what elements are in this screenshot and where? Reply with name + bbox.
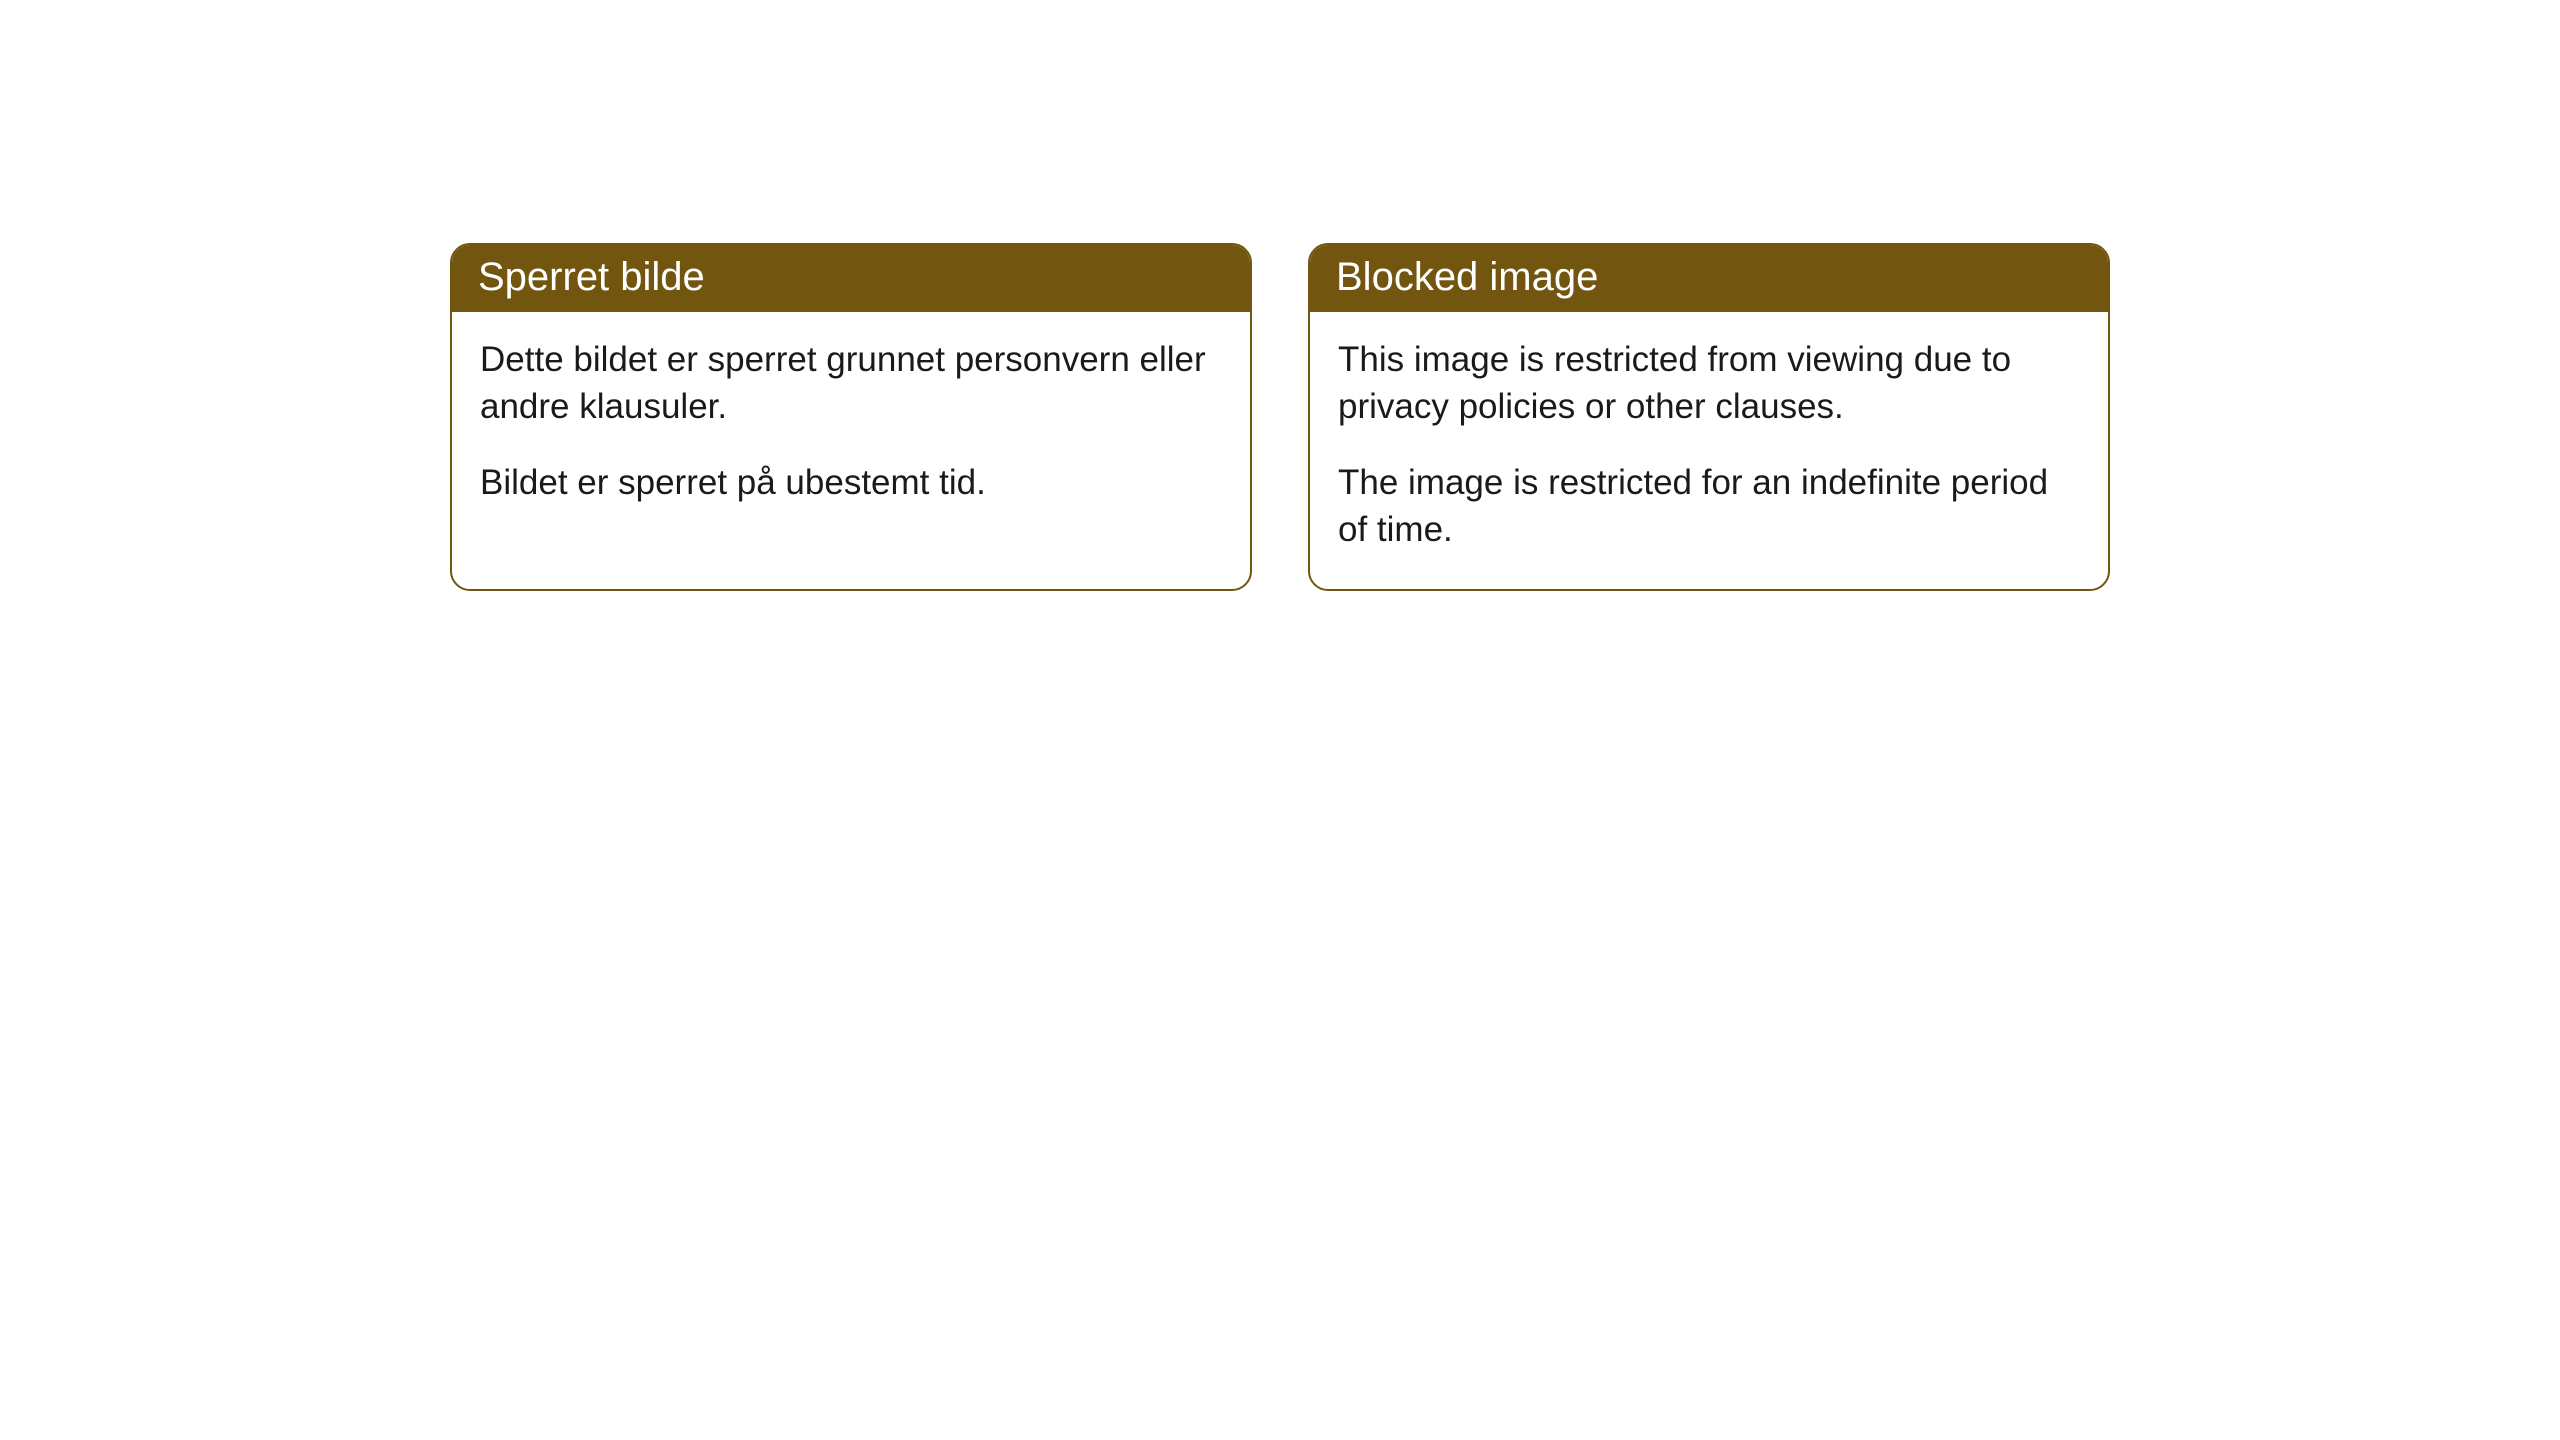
card-paragraph-1: This image is restricted from viewing du… <box>1338 336 2080 431</box>
blocked-image-card-norwegian: Sperret bilde Dette bildet er sperret gr… <box>450 243 1252 591</box>
card-paragraph-2: Bildet er sperret på ubestemt tid. <box>480 459 1222 506</box>
cards-container: Sperret bilde Dette bildet er sperret gr… <box>0 0 2560 591</box>
card-title: Blocked image <box>1336 255 1598 299</box>
card-header-norwegian: Sperret bilde <box>452 245 1250 312</box>
blocked-image-card-english: Blocked image This image is restricted f… <box>1308 243 2110 591</box>
card-paragraph-1: Dette bildet er sperret grunnet personve… <box>480 336 1222 431</box>
card-body-norwegian: Dette bildet er sperret grunnet personve… <box>452 312 1250 542</box>
card-paragraph-2: The image is restricted for an indefinit… <box>1338 459 2080 554</box>
card-header-english: Blocked image <box>1310 245 2108 312</box>
card-body-english: This image is restricted from viewing du… <box>1310 312 2108 589</box>
card-title: Sperret bilde <box>478 255 705 299</box>
